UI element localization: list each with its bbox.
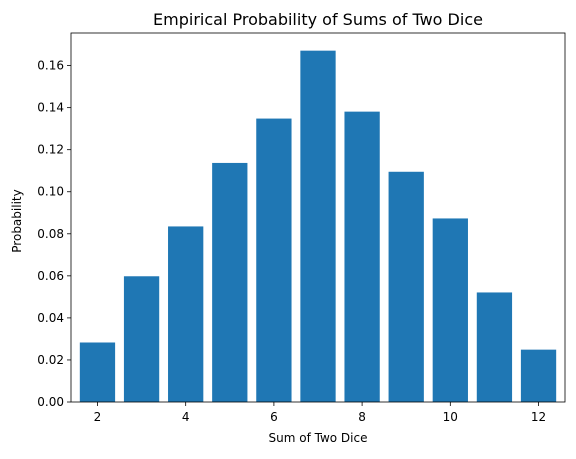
bar-2 (79, 342, 116, 402)
y-axis-label: Probability (10, 189, 24, 252)
x-tick-label: 10 (443, 410, 458, 424)
bars-layer (79, 50, 557, 403)
y-axis-ticks: 0.00 0.02 0.04 0.06 0.08 0.10 0.12 0.14 0.16 (37, 59, 71, 409)
y-tick-label: 0.16 (37, 59, 64, 73)
y-tick-label: 0.10 (37, 185, 64, 199)
bar-8 (344, 111, 380, 402)
bar-10 (432, 218, 468, 402)
bar-9 (388, 171, 424, 402)
bar-3 (123, 276, 160, 402)
x-tick-label: 8 (358, 410, 366, 424)
x-axis-label: Sum of Two Dice (269, 431, 368, 445)
x-tick-label: 2 (94, 410, 102, 424)
bar-11 (476, 292, 513, 402)
x-tick-label: 6 (270, 410, 278, 424)
chart-title: Empirical Probability of Sums of Two Dic… (153, 10, 483, 29)
y-tick-label: 0.00 (37, 395, 64, 409)
x-axis-ticks: 2 4 6 8 10 12 (94, 402, 546, 424)
bar-6 (256, 118, 292, 403)
bar-4 (168, 226, 204, 402)
y-tick-label: 0.08 (37, 227, 64, 241)
x-tick-label: 12 (531, 410, 546, 424)
plot-frame (70, 32, 566, 403)
bar-12 (520, 349, 557, 402)
bar-5 (212, 162, 248, 402)
y-tick-label: 0.04 (37, 311, 64, 325)
y-tick-label: 0.12 (37, 143, 64, 157)
x-tick-label: 4 (182, 410, 190, 424)
y-tick-label: 0.14 (37, 101, 64, 115)
y-tick-label: 0.06 (37, 269, 64, 283)
bar-7 (300, 50, 336, 403)
y-tick-label: 0.02 (37, 353, 64, 367)
